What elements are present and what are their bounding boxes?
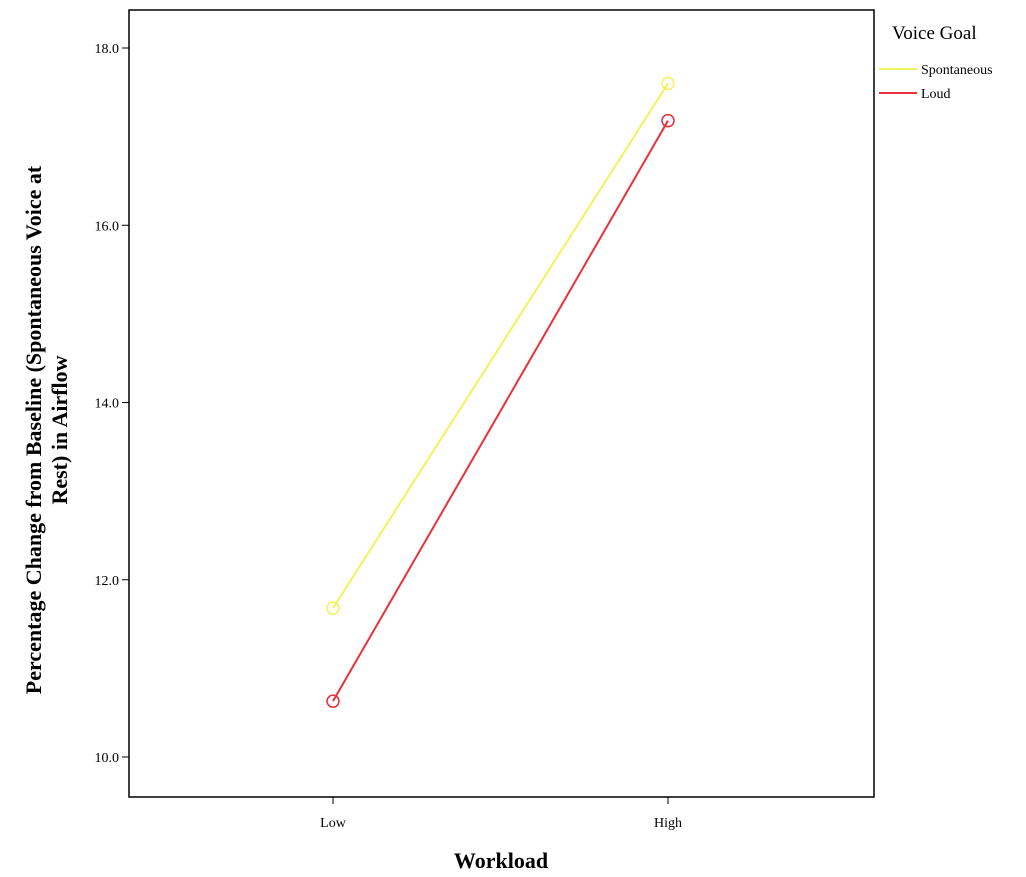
series-line-loud	[332, 120, 669, 702]
legend-title: Voice Goal	[892, 23, 977, 44]
legend: Voice Goal Spontaneous Loud	[879, 23, 993, 102]
y-axis: 10.0 12.0 14.0 16.0 18.0	[95, 42, 129, 766]
series-line-spontaneous	[332, 82, 669, 609]
x-axis: Low High	[320, 797, 682, 831]
y-tick-label: 10.0	[95, 751, 120, 766]
y-tick-label: 16.0	[95, 219, 120, 234]
plot-area-frame	[128, 9, 875, 798]
svg-text:Rest) in Airflow: Rest) in Airflow	[47, 355, 72, 504]
data-point-spontaneous	[661, 76, 675, 91]
x-tick-label: Low	[320, 816, 347, 831]
x-tick-label: High	[654, 816, 682, 831]
data-point-loud	[326, 694, 340, 708]
x-axis-title: Workload	[454, 848, 548, 873]
y-tick-label: 12.0	[95, 574, 120, 589]
y-tick-label: 18.0	[95, 42, 120, 57]
data-point-loud	[661, 113, 675, 128]
y-tick-label: 14.0	[95, 397, 120, 412]
legend-label-spontaneous: Spontaneous	[921, 63, 993, 78]
legend-label-loud: Loud	[921, 87, 951, 102]
series-layer	[326, 76, 675, 708]
svg-text:Percentage Change from Baselin: Percentage Change from Baseline (Spontan…	[21, 165, 46, 694]
data-point-spontaneous	[326, 601, 340, 615]
y-axis-title: Percentage Change from Baseline (Spontan…	[21, 165, 72, 694]
